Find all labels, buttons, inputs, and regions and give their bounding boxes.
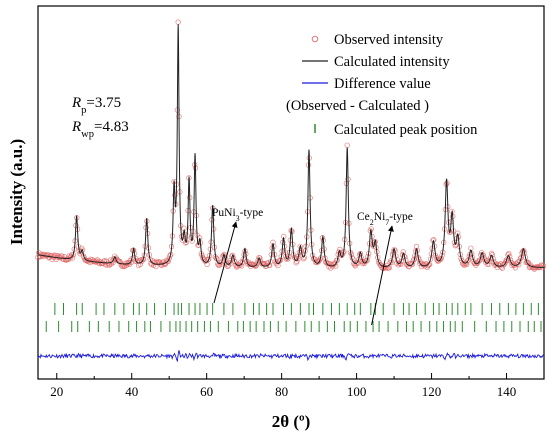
observed-point (232, 259, 238, 265)
x-tick-label: 60 (200, 384, 213, 399)
observed-point (477, 257, 483, 263)
observed-point (391, 246, 397, 252)
observed-point (297, 243, 303, 250)
observed-point (317, 256, 323, 263)
observed-point (354, 259, 360, 266)
observed-point (331, 261, 337, 268)
observed-point (427, 256, 434, 262)
peak-position-row-1 (54, 303, 539, 315)
observed-point (507, 257, 514, 263)
annotation-ce2ni7-type: Ce2Ni7-type (357, 211, 413, 227)
plot-frame (37, 5, 545, 380)
observed-point (300, 256, 307, 262)
difference-line (37, 350, 544, 363)
legend-marker-observed (311, 35, 319, 43)
observed-point (67, 255, 73, 261)
observed-point (213, 255, 219, 261)
x-axis: 20 40 60 80 100 120 140 (50, 373, 545, 399)
legend-label-observed: Observed intensity (334, 32, 444, 48)
observed-point (506, 250, 512, 257)
observed-point (530, 265, 537, 271)
observed-point (179, 237, 185, 243)
observed-point (62, 256, 68, 262)
observed-point (364, 257, 370, 264)
arrow-punii3 (213, 221, 238, 304)
x-tick-label: 80 (275, 384, 288, 399)
observed-point (375, 259, 382, 265)
x-tick-label: 100 (347, 384, 367, 399)
observed-point (357, 250, 364, 257)
observed-point (525, 259, 531, 266)
x-tick-label: 140 (497, 384, 517, 399)
observed-point (338, 252, 345, 259)
observed-point (344, 142, 350, 148)
observed-point (382, 264, 388, 270)
legend-label-difference: Difference value (334, 76, 431, 92)
observed-point (284, 255, 290, 261)
observed-point (60, 256, 67, 262)
legend: Observed intensity Calculated intensity … (286, 32, 478, 138)
observed-point (165, 258, 171, 264)
x-tick-label: 40 (125, 384, 138, 399)
observed-point (112, 253, 118, 259)
legend-label-calculated: Calculated intensity (334, 54, 450, 70)
observed-point (316, 257, 322, 264)
observed-point (438, 255, 444, 262)
difference-series (37, 350, 544, 363)
observed-point (417, 261, 423, 267)
rwp-label: Rwp=4.83 (71, 119, 129, 140)
peak-position-row-2 (45, 321, 542, 332)
annotation-punii3-type: PuNi3-type (212, 207, 263, 223)
observed-point (463, 260, 469, 267)
observed-point (277, 257, 284, 263)
observed-point (254, 260, 260, 266)
annotation-arrows (213, 221, 394, 326)
x-tick-label: 20 (50, 384, 63, 399)
arrow-ce2ni7 (371, 225, 394, 326)
observed-point (334, 257, 340, 263)
x-tick-label: 120 (422, 384, 442, 399)
observed-point (206, 256, 212, 262)
observed-point (219, 259, 225, 265)
legend-label-difference-note: (Observed - Calculated ) (286, 98, 429, 114)
observed-point (229, 252, 236, 258)
rp-label: Rp=3.75 (71, 95, 121, 116)
observed-point (521, 247, 527, 254)
x-axis-label: 2θ (º) (272, 412, 311, 431)
observed-point (108, 261, 115, 267)
observed-point (409, 261, 416, 267)
calculated-intensity-line (37, 24, 545, 268)
observed-point (501, 262, 507, 268)
legend-label-peak-position: Calculated peak position (334, 122, 478, 138)
observed-point (105, 260, 111, 266)
y-axis-label: Intensity (a.u.) (7, 139, 26, 245)
observed-point (372, 239, 378, 245)
calculated-intensity-series (37, 24, 545, 268)
observed-point (475, 259, 481, 265)
observed-point (540, 263, 547, 269)
observed-point (218, 261, 224, 267)
observed-point (510, 261, 516, 267)
observed-point (175, 19, 181, 25)
observed-point (537, 264, 543, 270)
